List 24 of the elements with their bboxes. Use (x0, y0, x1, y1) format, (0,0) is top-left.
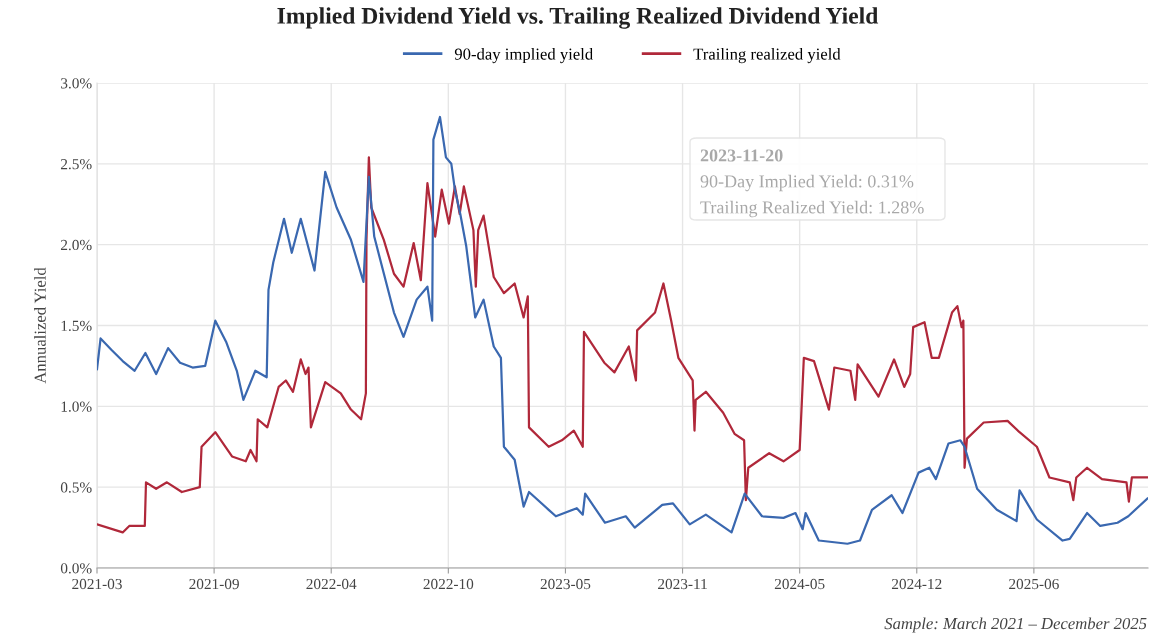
x-tick-label: 2022-10 (423, 578, 474, 590)
text: Sample: March 2021 – December 2025 (884, 617, 1147, 633)
chart-title: Implied Dividend Yield vs. Trailing Realized Dividend Yield (277, 7, 879, 29)
y-tick-label: 2.5% (60, 158, 92, 170)
x-tick-label: 2024-12 (891, 578, 942, 590)
y-tick-label: 0.5% (60, 482, 92, 493)
y-tick-label: 2.0% (60, 239, 92, 251)
legend-label: Trailing realized yield (693, 47, 841, 64)
x-tick-label: 2023-05 (540, 578, 591, 590)
y-tick-label: 0.0% (60, 563, 92, 574)
y-tick-label: 1.0% (61, 401, 92, 412)
x-tick-label: 2025-06 (1009, 578, 1059, 590)
annotation: 90-Day Implied Yield: 0.31% (700, 174, 914, 192)
y-tick-label: 3.0% (61, 78, 92, 89)
y-axis-title: Annualized Yield (34, 267, 46, 384)
annotation: Trailing Realized Yield: 1.28% (700, 200, 924, 218)
x-tick-label: 2021-03 (72, 578, 122, 590)
y-tick-label: 1.5% (61, 320, 92, 332)
annotation: 2023-11-20 (700, 149, 783, 162)
x-tick-label: 2021-09 (189, 578, 239, 590)
x-tick-label: 2022-04 (306, 578, 357, 590)
legend-label: 90-day implied yield (454, 47, 593, 64)
x-tick-label: 2024-05 (774, 578, 825, 590)
x-tick-label: 2023-11 (658, 578, 707, 590)
